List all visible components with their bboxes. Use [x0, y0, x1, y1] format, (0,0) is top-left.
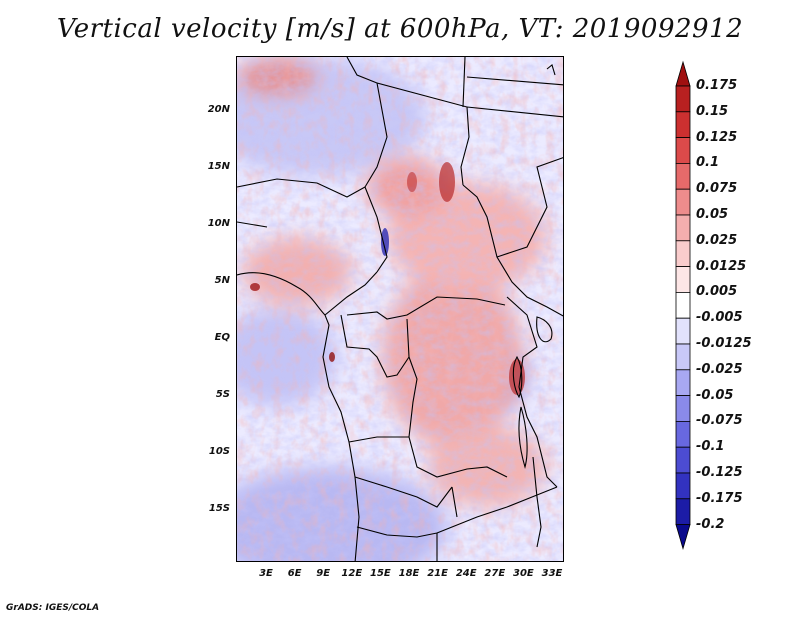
colorbar	[675, 60, 691, 551]
colorbar-tick-label: 0.025	[696, 232, 738, 248]
colorbar-segment	[675, 85, 691, 113]
colorbar-tick-label: 0.125	[696, 129, 738, 145]
colorbar-segment	[675, 214, 691, 242]
colorbar-segment	[675, 266, 691, 293]
lon-label: 33E	[541, 568, 563, 579]
colorbar-tick-label: -0.1	[696, 439, 725, 455]
lat-label: 10N	[207, 218, 230, 229]
lat-label: 15S	[208, 503, 230, 514]
velocity-map	[237, 57, 563, 561]
lat-label: 5N	[214, 275, 230, 286]
lat-label: 5S	[215, 389, 230, 400]
lat-label: EQ	[214, 332, 230, 343]
lon-label: 18E	[398, 568, 420, 579]
colorbar-tick-label: 0.175	[696, 78, 738, 93]
lon-label: 15E	[370, 568, 391, 579]
lat-label: 15N	[207, 161, 230, 172]
colorbar-segment	[675, 395, 691, 422]
colorbar-tick-label: 0.005	[696, 284, 738, 300]
colorbar-tick-label: -0.2	[696, 516, 725, 532]
colorbar-segment	[675, 240, 691, 268]
lat-label: 20N	[207, 104, 230, 115]
map-panel	[236, 56, 564, 562]
colorbar-min-arrow	[675, 524, 691, 551]
colorbar-segment	[675, 188, 691, 216]
colorbar-tick-label: -0.05	[696, 387, 734, 403]
country-borders	[237, 57, 563, 561]
colorbar-tick-label: 0.05	[696, 207, 729, 222]
colorbar-tick-label: 0.075	[696, 181, 738, 197]
colorbar-segment	[675, 420, 691, 448]
colorbar-segment	[675, 498, 691, 525]
lon-label: 12E	[341, 568, 363, 579]
colorbar-segment	[675, 111, 691, 138]
colorbar-segment	[675, 369, 691, 396]
lon-label: 9E	[316, 568, 331, 579]
chart-title: Vertical velocity [m/s] at 600hPa, VT: 2…	[56, 14, 744, 44]
lon-label: 24E	[455, 568, 477, 579]
colorbar-tick-label: -0.175	[696, 490, 743, 506]
colorbar-segment	[675, 343, 691, 371]
colorbar-segment	[675, 317, 691, 345]
lon-label: 21E	[427, 568, 448, 579]
colorbar-segment	[675, 472, 691, 500]
colorbar-tick-label: 0.0125	[696, 258, 747, 274]
colorbar-segment	[675, 446, 691, 474]
colorbar-segment	[675, 163, 691, 190]
colorbar-tick-label: -0.025	[696, 361, 743, 377]
footer-credit: GrADS: IGES/COLA	[6, 603, 100, 613]
lon-label: 30E	[513, 568, 534, 579]
colorbar-tick-label: -0.075	[696, 413, 743, 429]
colorbar-max-arrow	[675, 60, 691, 87]
colorbar-segment	[675, 291, 691, 319]
lon-label: 27E	[484, 568, 506, 579]
colorbar-tick-label: 0.15	[696, 103, 729, 119]
lon-label: 3E	[259, 568, 273, 579]
colorbar-tick-label: -0.125	[696, 465, 743, 480]
colorbar-segment	[675, 137, 691, 164]
colorbar-tick-label: -0.0125	[696, 336, 752, 351]
colorbar-tick-label: -0.005	[696, 310, 743, 326]
colorbar-tick-label: 0.1	[696, 155, 720, 171]
lat-label: 10S	[208, 446, 230, 457]
lon-label: 6E	[287, 568, 302, 579]
